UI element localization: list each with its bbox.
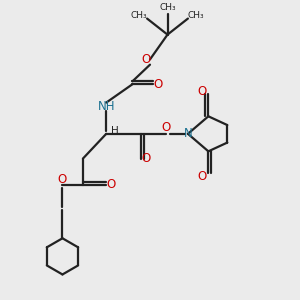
Text: O: O <box>154 78 163 91</box>
Text: O: O <box>197 85 207 98</box>
Text: NH: NH <box>98 100 115 112</box>
Text: O: O <box>161 122 171 134</box>
Text: CH₃: CH₃ <box>159 3 176 12</box>
Text: N: N <box>184 127 192 140</box>
Text: O: O <box>107 178 116 191</box>
Text: O: O <box>142 152 151 165</box>
Text: CH₃: CH₃ <box>188 11 204 20</box>
Text: O: O <box>58 172 67 185</box>
Text: CH₃: CH₃ <box>130 11 147 20</box>
Text: O: O <box>197 169 207 183</box>
Text: H: H <box>110 126 118 136</box>
Text: O: O <box>142 53 151 66</box>
